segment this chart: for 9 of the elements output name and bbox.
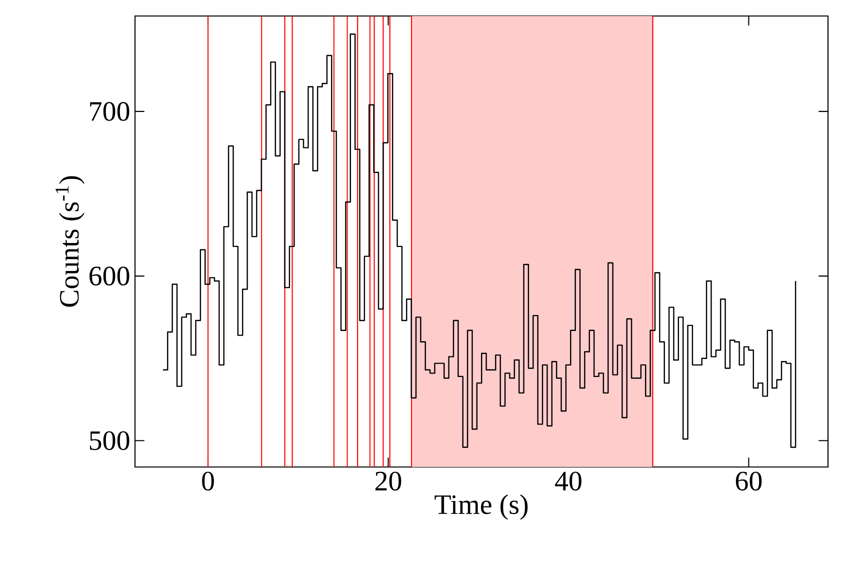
x-tick-label: 40 [555, 472, 582, 491]
x-axis-title: Time (s) [434, 494, 528, 520]
y-tick-label: 500 [90, 431, 130, 450]
y-tick-label: 600 [90, 266, 130, 286]
y-tick-label: 700 [90, 102, 130, 121]
x-tick-label: 0 [202, 472, 214, 491]
x-tick-label: 20 [375, 472, 402, 491]
y-axis-title: Counts (s$^{-1}$) [56, 176, 84, 307]
x-tick-label: 60 [736, 472, 762, 491]
